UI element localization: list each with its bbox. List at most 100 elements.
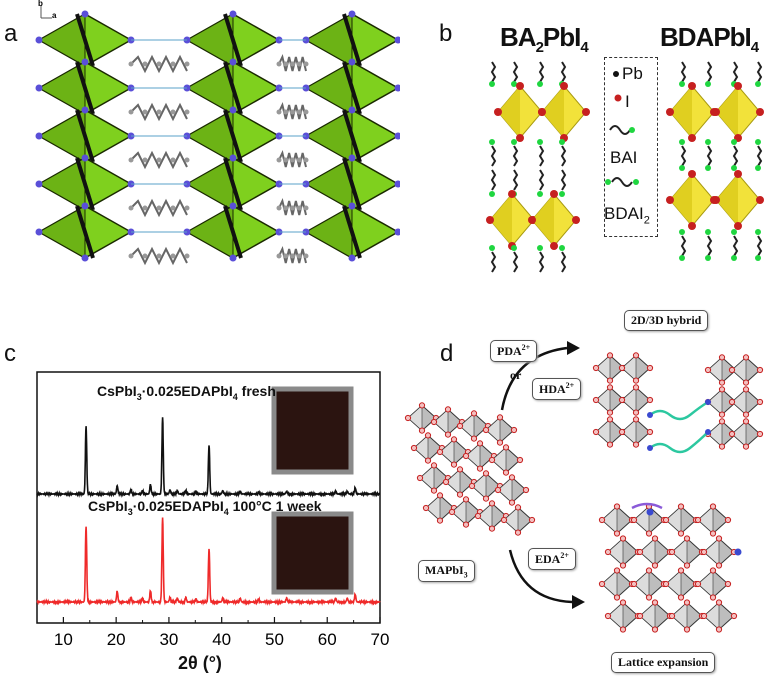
- chain-atom: [303, 253, 309, 259]
- mapbi3-octahedron-face: [477, 502, 493, 530]
- iodine-atom: [538, 108, 546, 116]
- pbi6-octahedron-face: [498, 86, 520, 138]
- mapbi3-octahedron-face: [503, 506, 519, 534]
- organic-chain: [756, 145, 763, 167]
- chain-atom: [283, 205, 289, 211]
- mapbi3-octahedron-face: [451, 498, 467, 526]
- amine-group: [755, 165, 761, 171]
- iodine-atom: [756, 108, 764, 116]
- chain-atom: [303, 109, 309, 115]
- iodine-atom: [606, 409, 614, 416]
- layered-perovskite-structure: [35, 10, 400, 266]
- organic-chain: [680, 61, 687, 83]
- axis-indicator: b a: [38, 0, 58, 22]
- chain-atom: [276, 61, 282, 67]
- iodine-atom: [462, 521, 470, 528]
- pb-i-bond: [342, 205, 362, 259]
- organic-chain: [278, 150, 307, 168]
- iodine-atom: [613, 567, 621, 574]
- iodine-atom: [508, 190, 516, 198]
- iodine-atom: [476, 440, 484, 447]
- chain-atom: [290, 157, 295, 163]
- pda-label: PDA2+: [490, 340, 538, 362]
- hybrid-octahedron-face: [621, 418, 637, 446]
- iodine-atom: [418, 402, 426, 409]
- hybrid-octahedron-face: [707, 420, 723, 448]
- iodine-atom: [728, 398, 736, 406]
- iodine-atom: [662, 516, 670, 524]
- iodine-atom: [756, 196, 764, 204]
- iodine-atom: [662, 580, 670, 588]
- iodine-atom: [510, 426, 518, 434]
- organic-spacer: [649, 400, 709, 421]
- iodine-atom: [229, 58, 237, 66]
- iodine-atom: [651, 535, 659, 542]
- iodine-atom: [516, 456, 524, 464]
- iodine-atom: [482, 495, 490, 502]
- chain-atom: [276, 109, 282, 115]
- hybrid-octahedron-face: [621, 386, 637, 414]
- x-tick-label: 60: [318, 630, 337, 649]
- pbi6-octahedron-face: [716, 174, 738, 226]
- iodine-atom: [450, 461, 458, 468]
- pb-i-bond: [223, 109, 243, 163]
- legend-pb-dot: [613, 71, 619, 77]
- pbi6-octahedron-face: [542, 86, 564, 138]
- inset-photo-fresh: [271, 386, 354, 475]
- panel-c-letter: c: [4, 340, 16, 367]
- iodine-atom: [636, 548, 644, 556]
- mapbi3-octahedron-face: [439, 438, 455, 466]
- chain-atom: [128, 109, 134, 115]
- chain-atom: [170, 61, 176, 67]
- ba2pbi4-title: BA2PbI4: [500, 22, 589, 57]
- chain-atom: [156, 253, 162, 259]
- iodine-atom: [688, 222, 696, 230]
- arrow-lower-head: [572, 595, 585, 609]
- iodine-atom: [606, 441, 614, 448]
- chain-atom: [128, 61, 134, 67]
- iodine-atom: [462, 496, 470, 503]
- xrd-trace-fresh: [36, 417, 381, 498]
- organic-chain: [732, 61, 739, 83]
- amine-group: [731, 255, 737, 261]
- iodine-atom: [394, 36, 400, 44]
- organic-chain: [538, 145, 545, 167]
- iodine-atom: [742, 411, 750, 418]
- x-tick-label: 20: [107, 630, 126, 649]
- iodine-atom: [677, 530, 685, 537]
- pb-i-bond: [75, 109, 95, 163]
- organic-chain: [512, 169, 519, 191]
- hybrid-octahedron-face: [595, 418, 611, 446]
- iodine-atom: [619, 599, 627, 606]
- iodine-atom: [742, 418, 750, 425]
- iodine-atom: [436, 517, 444, 524]
- iodine-atom: [550, 190, 558, 198]
- ba2pbi4-title-sub: 2: [535, 39, 544, 57]
- iodine-atom: [683, 562, 691, 569]
- pda-label-sup: 2+: [521, 343, 531, 352]
- iodine-atom: [619, 535, 627, 542]
- hybrid-octahedron-face: [731, 388, 747, 416]
- iodine-atom: [709, 594, 717, 601]
- organic-chain: [130, 54, 188, 74]
- iodine-atom: [422, 504, 430, 512]
- iodine-atom: [709, 567, 717, 574]
- iodine-atom: [229, 10, 237, 18]
- eda-molecule: [631, 502, 663, 510]
- legend-bai-label: BAI: [610, 148, 638, 167]
- organic-chain: [490, 169, 497, 191]
- iodine-atom: [229, 154, 237, 162]
- iodine-atom: [742, 443, 750, 450]
- series-aged-sub2: 4: [223, 506, 229, 517]
- iodine-atom: [730, 612, 738, 620]
- chain-atom: [296, 109, 302, 115]
- organic-chain: [490, 61, 497, 83]
- iodine-atom: [688, 134, 696, 142]
- hda-label-main: HDA: [539, 382, 566, 396]
- iodine-atom: [474, 512, 482, 520]
- expanded-octahedron-face: [665, 569, 682, 599]
- iodine-atom: [508, 474, 516, 481]
- x-tick-label: 40: [212, 630, 231, 649]
- iodine-atom: [488, 456, 496, 464]
- iodine-atom: [715, 626, 723, 633]
